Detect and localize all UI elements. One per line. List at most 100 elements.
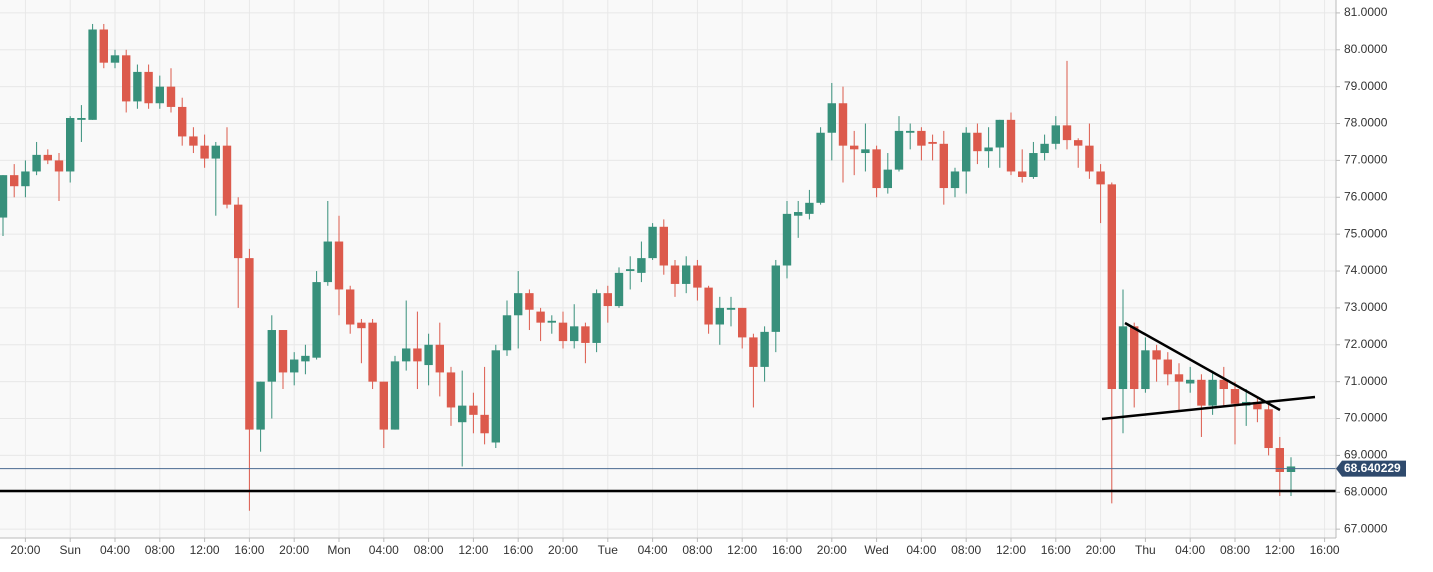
candle-body bbox=[334, 241, 344, 290]
candle-body bbox=[614, 272, 624, 307]
candle-body bbox=[256, 381, 265, 430]
x-tick-label: 12:00 bbox=[458, 543, 488, 557]
x-tick-label: 08:00 bbox=[951, 543, 981, 557]
candle-body bbox=[794, 212, 803, 216]
candle-body bbox=[536, 311, 545, 323]
y-tick-label: 80.0000 bbox=[1344, 42, 1388, 56]
x-tick-label: 08:00 bbox=[414, 543, 444, 557]
y-tick-label: 71.0000 bbox=[1344, 374, 1388, 388]
candle-body bbox=[1107, 184, 1116, 390]
axes: 67.0000 68.0000 69.0000 70.0000 71.0000 72.00… bbox=[10, 5, 1406, 557]
candle-body bbox=[883, 169, 892, 189]
candle-body bbox=[133, 71, 142, 102]
candle-body bbox=[525, 293, 534, 310]
candle-body bbox=[1074, 140, 1083, 146]
candle-body bbox=[43, 154, 52, 161]
candle-body bbox=[1264, 409, 1273, 449]
candle-body bbox=[469, 405, 478, 415]
candle-body bbox=[390, 361, 400, 430]
candle-body bbox=[458, 405, 467, 423]
candle-body bbox=[547, 320, 556, 323]
x-tick-label: 04:00 bbox=[369, 543, 399, 557]
candle-body bbox=[805, 202, 814, 214]
trend-line bbox=[1101, 395, 1316, 421]
candle-body bbox=[592, 293, 601, 343]
y-tick-label: 73.0000 bbox=[1344, 300, 1388, 314]
candle-body bbox=[77, 117, 86, 120]
y-tick-label: 76.0000 bbox=[1344, 189, 1388, 203]
candle-body bbox=[368, 322, 377, 382]
candle-body bbox=[491, 350, 500, 443]
last-price-label: 68.640229 bbox=[1344, 461, 1401, 475]
candle-body bbox=[1018, 171, 1027, 177]
candle-body bbox=[995, 119, 1004, 148]
y-tick-label: 78.0000 bbox=[1344, 116, 1388, 130]
x-tick-label: 20:00 bbox=[1086, 543, 1116, 557]
candle-body bbox=[10, 175, 19, 187]
candle-body bbox=[749, 337, 758, 367]
candle-body bbox=[21, 171, 30, 187]
candle-body bbox=[1051, 125, 1060, 144]
candle-body bbox=[222, 145, 232, 205]
candle-body bbox=[1186, 379, 1195, 384]
candle-body bbox=[1230, 389, 1240, 404]
candle-body bbox=[962, 132, 971, 172]
candle-body bbox=[1130, 326, 1139, 390]
candle-body bbox=[682, 265, 691, 284]
candle-body bbox=[502, 315, 512, 351]
x-tick-label: 12:00 bbox=[727, 543, 757, 557]
candle-body bbox=[290, 359, 299, 373]
candle-body bbox=[738, 307, 747, 338]
x-tick-label: Mon bbox=[327, 543, 350, 557]
candle-body bbox=[446, 372, 456, 408]
candle-body bbox=[626, 269, 635, 272]
x-tick-label: 04:00 bbox=[906, 543, 936, 557]
candle-body bbox=[323, 241, 332, 283]
candle-body bbox=[1029, 153, 1038, 177]
candle-body bbox=[648, 226, 657, 259]
candle-body bbox=[435, 344, 444, 373]
y-tick-label: 69.0000 bbox=[1344, 448, 1388, 462]
candle-body bbox=[1096, 171, 1105, 185]
candle-body bbox=[782, 213, 792, 266]
x-tick-label: 16:00 bbox=[772, 543, 802, 557]
candle-body bbox=[402, 348, 411, 362]
trend-line bbox=[1124, 321, 1281, 412]
x-tick-label: Wed bbox=[864, 543, 888, 557]
candle-body bbox=[267, 330, 276, 382]
candle-body bbox=[570, 326, 579, 342]
candle-body bbox=[906, 130, 915, 133]
y-tick-label: 67.0000 bbox=[1344, 521, 1388, 535]
candle-body bbox=[155, 86, 164, 104]
candle-body bbox=[1286, 466, 1296, 472]
candle-body bbox=[861, 149, 870, 154]
x-tick-label: 20:00 bbox=[817, 543, 847, 557]
candle-body bbox=[278, 330, 288, 373]
candle-body bbox=[312, 282, 321, 358]
x-tick-label: Sun bbox=[60, 543, 81, 557]
candle-body bbox=[1085, 145, 1094, 172]
candle-body bbox=[32, 154, 41, 172]
candle-body bbox=[771, 265, 780, 332]
candle-body bbox=[211, 145, 220, 159]
candle-body bbox=[1118, 326, 1128, 390]
candle-body bbox=[558, 322, 568, 342]
candle-body bbox=[110, 55, 120, 63]
candle-body bbox=[928, 141, 937, 144]
candle-body bbox=[1253, 401, 1262, 410]
candle-body bbox=[659, 226, 668, 266]
candle-body bbox=[1141, 350, 1150, 390]
candle-body bbox=[1152, 350, 1161, 360]
y-tick-label: 75.0000 bbox=[1344, 226, 1388, 240]
y-tick-label: 74.0000 bbox=[1344, 263, 1388, 277]
candle-body bbox=[760, 331, 769, 367]
candle-body bbox=[838, 103, 848, 146]
x-tick-label: 16:00 bbox=[503, 543, 533, 557]
y-tick-label: 77.0000 bbox=[1344, 153, 1388, 167]
candle-body bbox=[200, 145, 209, 159]
candle-body bbox=[1219, 379, 1228, 390]
candle-body bbox=[346, 289, 355, 325]
candle-body bbox=[88, 29, 97, 120]
candle-body bbox=[939, 143, 948, 189]
